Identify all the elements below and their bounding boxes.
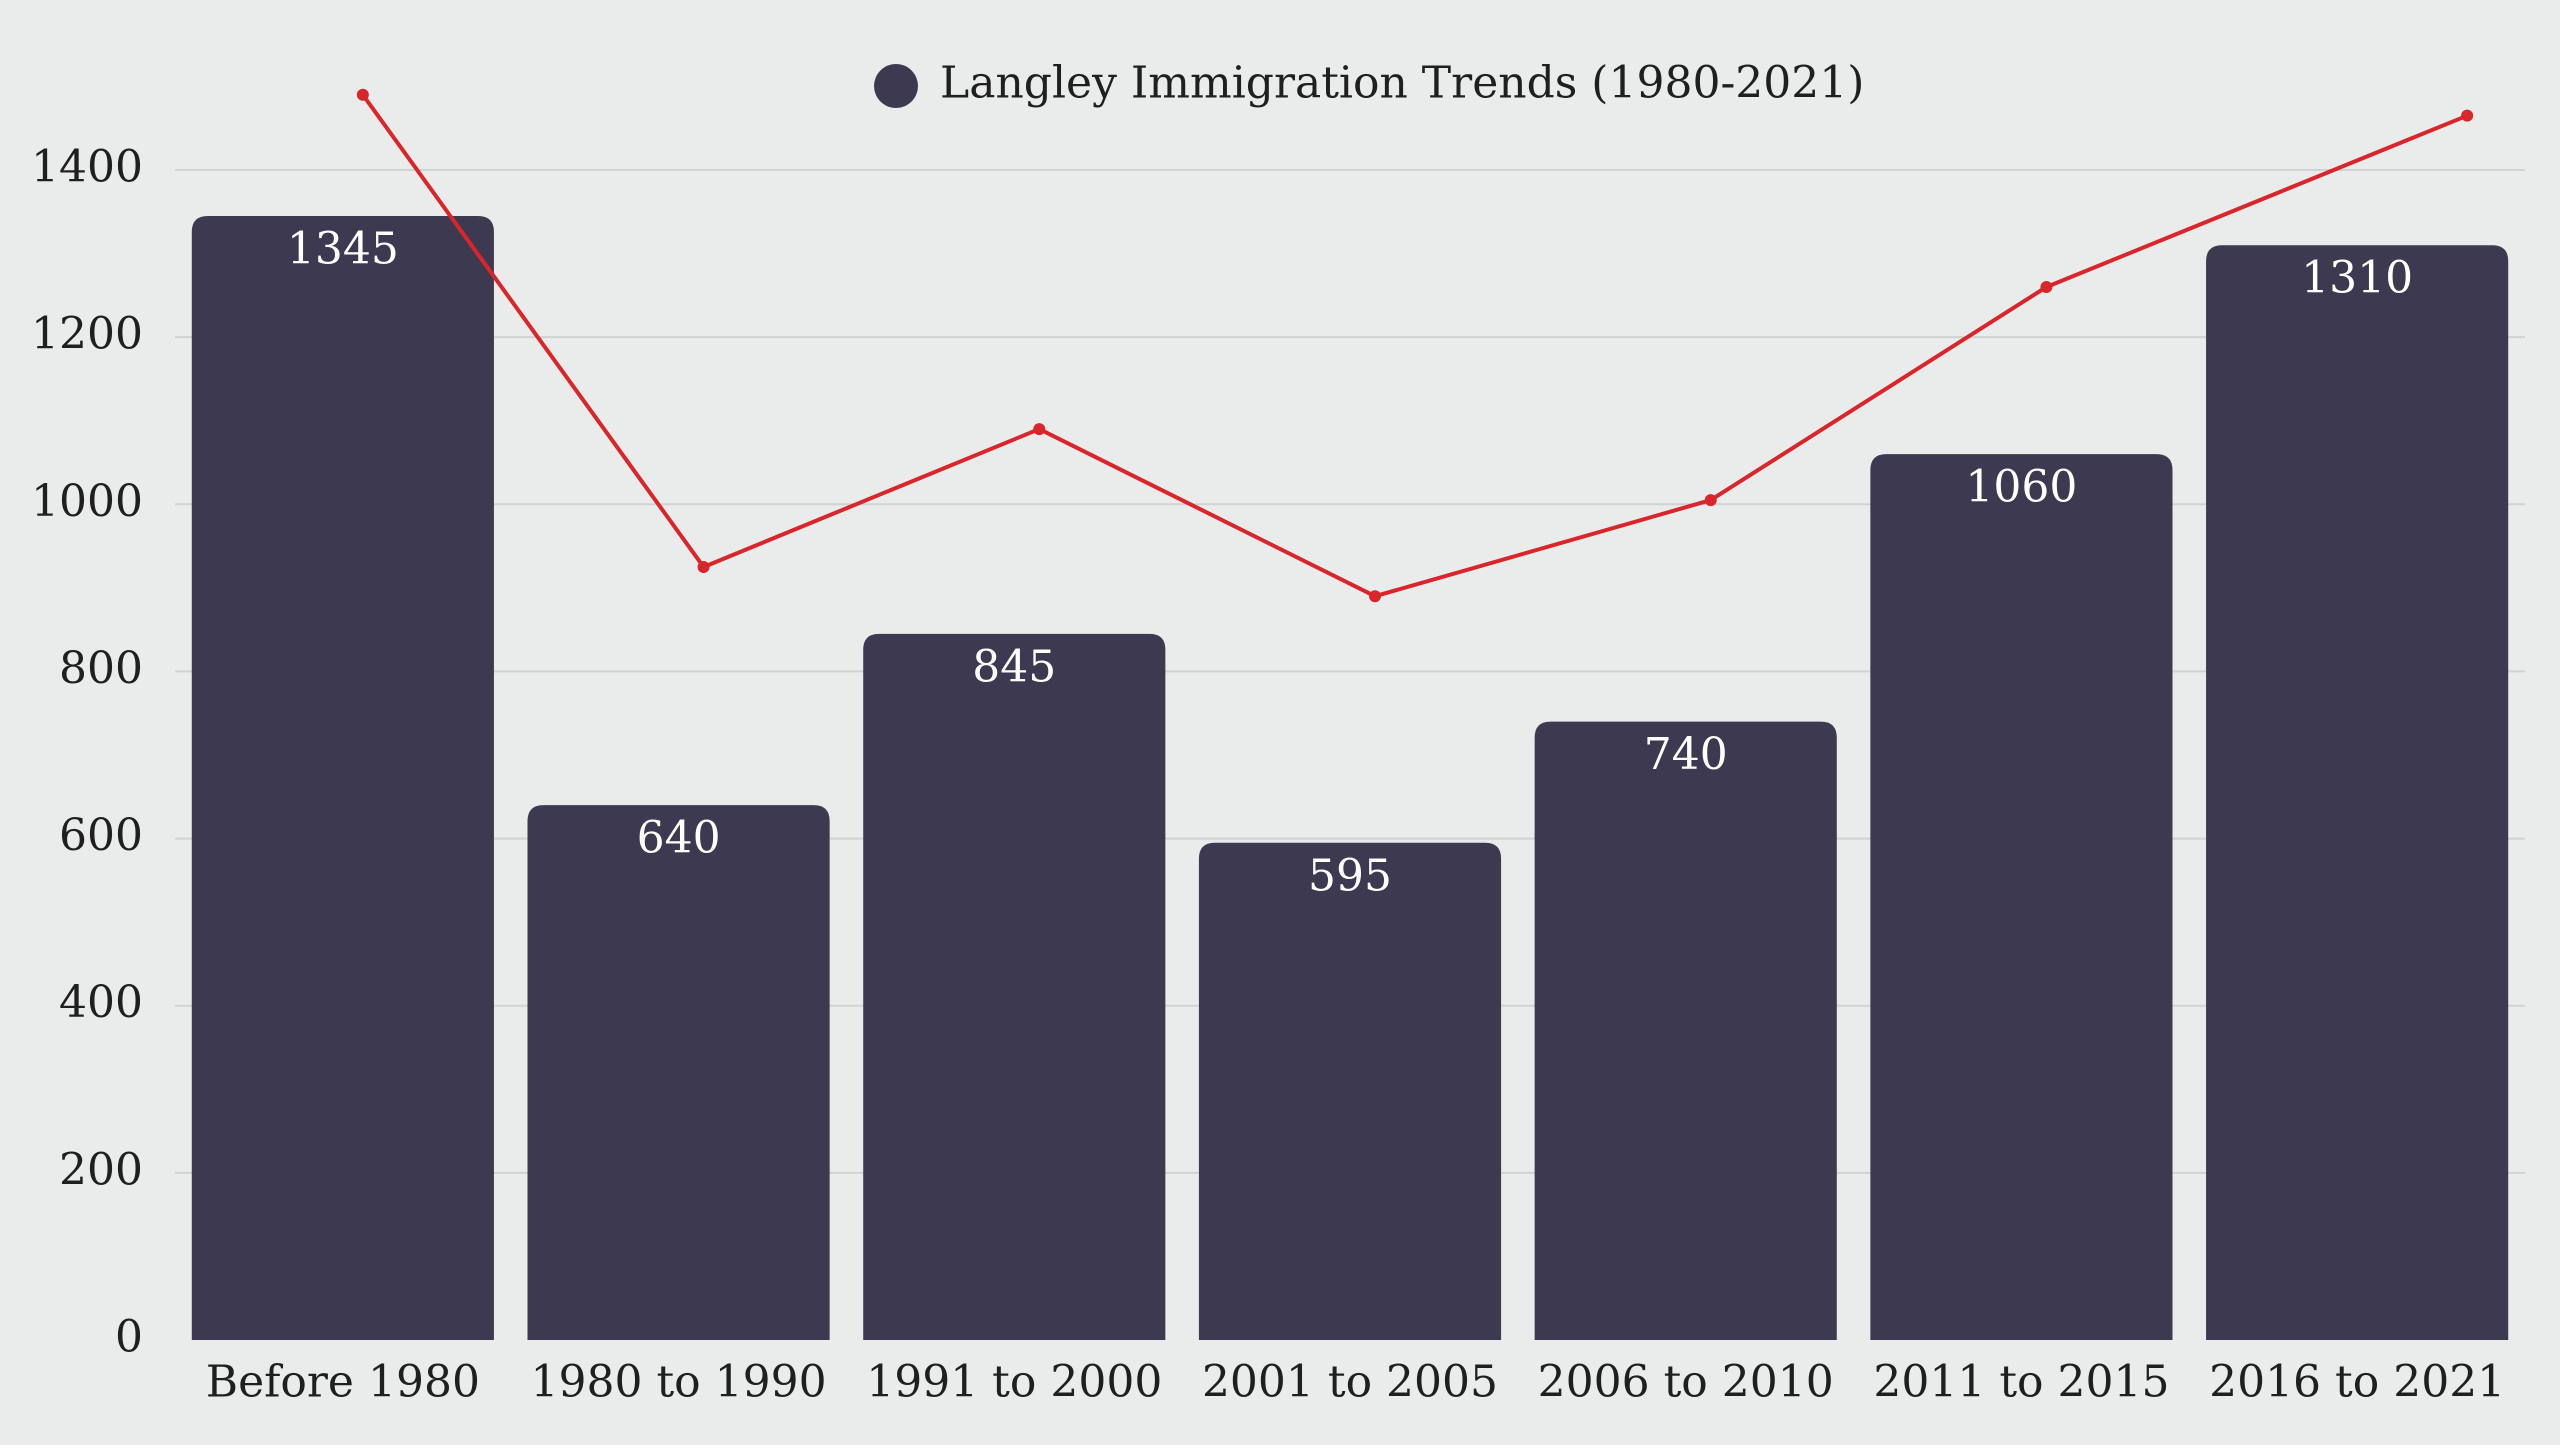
y-tick-label: 600 — [59, 810, 143, 861]
bar-data-label: 740 — [1644, 729, 1728, 780]
bar[interactable] — [191, 215, 494, 1341]
x-tick-label: 2011 to 2015 — [1873, 1357, 2169, 1408]
bar-data-label: 1345 — [287, 223, 399, 274]
y-tick-label: 800 — [59, 643, 143, 694]
bar[interactable] — [1198, 842, 1502, 1340]
y-tick-label: 1000 — [31, 476, 143, 527]
bar[interactable] — [527, 805, 830, 1340]
legend[interactable]: Langley Immigration Trends (1980-2021) — [874, 58, 1864, 109]
trend-line-group — [356, 88, 2474, 603]
y-tick-label: 0 — [115, 1312, 143, 1363]
trend-line-point[interactable] — [2461, 109, 2474, 122]
bar-data-label: 1060 — [1965, 462, 2077, 513]
legend-label: Langley Immigration Trends (1980-2021) — [940, 58, 1864, 109]
bar-data-label: 1310 — [2301, 253, 2413, 304]
x-tick-label: 2016 to 2021 — [2209, 1357, 2505, 1408]
bar[interactable] — [1534, 721, 1837, 1340]
bar-data-label: 640 — [637, 813, 721, 864]
x-tick-label: Before 1980 — [206, 1357, 480, 1408]
y-tick-label: 1400 — [31, 142, 143, 193]
trend-line-point[interactable] — [1704, 494, 1717, 507]
bars: 1345 640 845 595 740 1060 1310 — [191, 215, 2509, 1341]
y-tick-label: 200 — [59, 1144, 143, 1195]
legend-marker-icon — [874, 64, 918, 108]
bar[interactable] — [1870, 454, 2173, 1341]
x-axis-ticks: Before 1980 1980 to 1990 1991 to 2000 2001 … — [206, 1357, 2505, 1408]
trend-line-point[interactable] — [1033, 423, 1046, 436]
trend-line-point[interactable] — [356, 88, 369, 101]
y-axis-ticks: 0 200 400 600 800 1000 1200 1400 — [31, 142, 143, 1363]
x-tick-label: 1991 to 2000 — [866, 1357, 1162, 1408]
bar-data-label: 845 — [972, 641, 1056, 692]
y-tick-label: 400 — [59, 977, 143, 1028]
y-tick-label: 1200 — [31, 309, 143, 360]
trend-line-point[interactable] — [1369, 590, 1381, 603]
trend-line-point[interactable] — [697, 560, 710, 573]
bar-data-label: 595 — [1308, 850, 1392, 901]
trend-line-point[interactable] — [2040, 281, 2053, 293]
x-tick-label: 2006 to 2010 — [1538, 1357, 1834, 1408]
x-tick-label: 2001 to 2005 — [1202, 1357, 1498, 1408]
bar[interactable] — [863, 633, 1166, 1340]
x-tick-label: 1980 to 1990 — [531, 1357, 827, 1408]
bar[interactable] — [2206, 245, 2509, 1341]
